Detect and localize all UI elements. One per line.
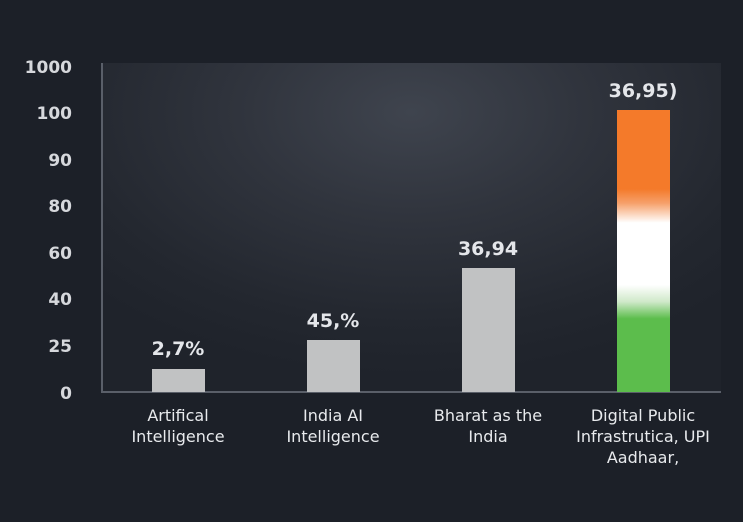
bar-india-ai-intelligence [307, 340, 360, 392]
y-tick-label: 1000 [24, 58, 72, 78]
x-label-line: Intelligence [131, 427, 225, 446]
bar-value-label: 36,94 [457, 238, 519, 260]
x-label-line: Aadhaar, [606, 448, 680, 467]
x-label-line: Intelligence [286, 427, 380, 446]
x-label-line: Digital Public [590, 406, 696, 425]
y-axis-line [101, 63, 103, 393]
x-category-label: Digital Public Infrastrutica, UPI Aadhaa… [558, 405, 728, 468]
y-tick-label: 25 [48, 337, 72, 357]
y-tick-label: 100 [36, 104, 73, 124]
y-tick-label: 40 [48, 290, 72, 310]
x-axis-line [101, 391, 721, 393]
x-category-label: India AI Intelligence [248, 405, 418, 447]
y-tick-label: 80 [48, 197, 72, 217]
bar-digital-public-infrastructure [617, 110, 670, 392]
bar-bharat-as-the-india [462, 268, 515, 392]
y-tick-label: 0 [60, 384, 72, 404]
bar-artificial-intelligence [152, 369, 205, 392]
y-tick-label: 60 [48, 244, 72, 264]
bar-value-label: 2,7% [151, 338, 205, 360]
bar-value-label: 45,% [306, 310, 360, 332]
x-category-label: Bharat as the India [403, 405, 573, 447]
x-label-line: Artifical [147, 406, 209, 425]
bar-value-label: 36,95) [608, 80, 678, 102]
y-tick-label: 90 [48, 151, 72, 171]
x-label-line: Bharat as the [433, 406, 543, 425]
x-category-label: Artifical Intelligence [93, 405, 263, 447]
x-label-line: India [468, 427, 508, 446]
x-label-line: Infrastrutica, UPI [576, 427, 710, 446]
x-label-line: India AI [302, 406, 363, 425]
